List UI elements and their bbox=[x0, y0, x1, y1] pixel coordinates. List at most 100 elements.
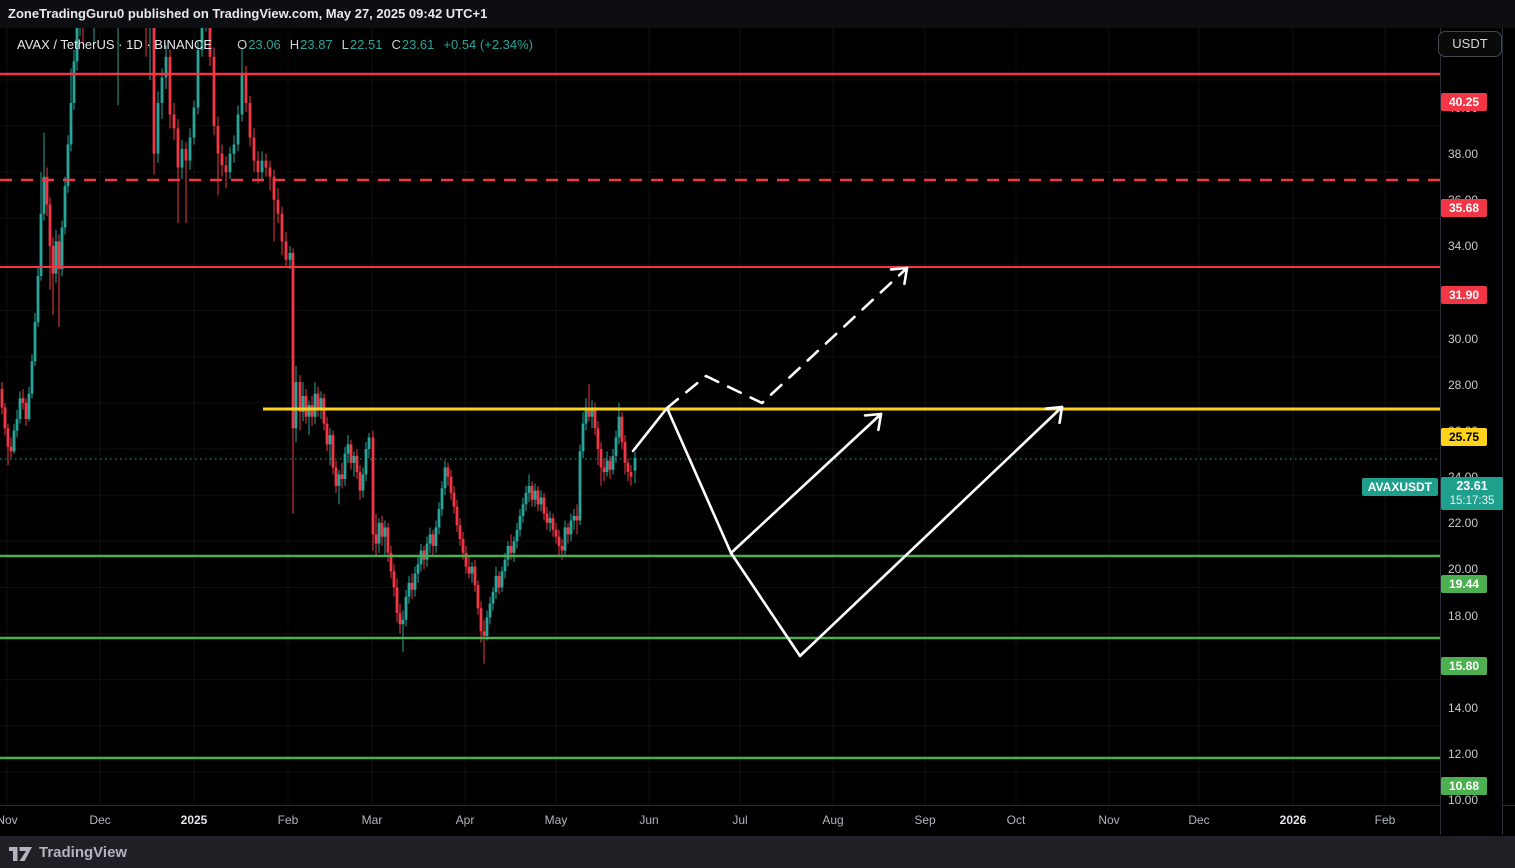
candle-body bbox=[346, 444, 350, 454]
candle-body bbox=[380, 522, 384, 537]
candle-body bbox=[168, 56, 172, 115]
candle-body bbox=[294, 382, 298, 429]
candle-body bbox=[355, 455, 359, 473]
time-tick-month-label: Dec bbox=[1188, 813, 1210, 827]
candle-body bbox=[280, 213, 284, 242]
projection-arrowhead bbox=[889, 266, 909, 271]
time-tick-month-label: Aug bbox=[822, 813, 844, 827]
candle-body bbox=[506, 545, 510, 560]
candle-body bbox=[316, 393, 320, 408]
candle-body bbox=[322, 398, 326, 424]
candle-body bbox=[260, 160, 264, 173]
open-value: 23.06 bbox=[248, 36, 281, 52]
open-label: O bbox=[237, 36, 248, 52]
candle-body bbox=[188, 137, 192, 161]
time-tick-month-label: Apr bbox=[455, 813, 475, 827]
candle-body bbox=[358, 472, 362, 491]
time-tick-month-label: Dec bbox=[89, 813, 111, 827]
candle-body bbox=[334, 467, 338, 486]
price-tick-label: 30.00 bbox=[1448, 332, 1479, 346]
candle-body bbox=[298, 382, 302, 413]
candle-body bbox=[21, 398, 25, 403]
tradingview-brand-link[interactable]: TradingView bbox=[39, 843, 128, 861]
candle-body bbox=[383, 527, 387, 537]
candle-body bbox=[596, 428, 600, 449]
candle-body bbox=[620, 416, 624, 443]
candle-body bbox=[184, 149, 188, 161]
candle-body bbox=[584, 409, 588, 424]
candle-body bbox=[244, 72, 248, 103]
candle-body bbox=[479, 608, 483, 632]
candle-body bbox=[248, 102, 252, 138]
candle-body bbox=[605, 460, 609, 473]
candle-body bbox=[392, 571, 396, 588]
price-tick-label: 14.00 bbox=[1448, 701, 1479, 715]
candle-body bbox=[626, 462, 630, 473]
candle-body bbox=[617, 416, 621, 438]
candle-body bbox=[12, 430, 16, 452]
candle-body bbox=[578, 451, 582, 521]
chart-plot-area[interactable] bbox=[0, 28, 1440, 805]
change-value: +0.54 (+2.34%) bbox=[443, 36, 534, 52]
candle-body bbox=[3, 407, 7, 429]
candle-countdown: 15:17:35 bbox=[1449, 495, 1495, 507]
candle-body bbox=[500, 571, 504, 588]
candle-body bbox=[288, 252, 292, 260]
projection-solid-path[interactable] bbox=[631, 406, 733, 555]
current-price-label: 23.61 15:17:35 bbox=[1441, 477, 1503, 510]
candle-body bbox=[515, 529, 519, 542]
candle-body bbox=[428, 534, 432, 544]
candle-body bbox=[476, 585, 480, 609]
candle-body bbox=[310, 405, 314, 417]
candle-body bbox=[236, 114, 240, 145]
currency-usdt-button[interactable]: USDT bbox=[1438, 31, 1502, 57]
candle-body bbox=[521, 504, 525, 516]
candle-body bbox=[200, 28, 204, 50]
candle-body bbox=[220, 153, 224, 166]
candle-body bbox=[398, 612, 402, 625]
candle-body bbox=[24, 402, 28, 420]
candle-body bbox=[461, 538, 465, 553]
candle-body bbox=[455, 506, 459, 526]
candle-body bbox=[593, 407, 597, 429]
high-value: 23.87 bbox=[300, 36, 333, 52]
candle-body bbox=[548, 518, 552, 523]
candle-body bbox=[272, 176, 276, 200]
close-value: 23.61 bbox=[401, 36, 435, 52]
candle-body bbox=[410, 582, 414, 590]
candle-body bbox=[611, 455, 615, 470]
candle-body bbox=[566, 527, 570, 535]
projection-solid-path[interactable] bbox=[729, 405, 1064, 658]
candle-body bbox=[536, 490, 540, 505]
candle-body bbox=[0, 389, 4, 408]
time-tick-month-label: Nov bbox=[0, 813, 18, 827]
price-level-label: 35.68 bbox=[1441, 199, 1487, 217]
candle-body bbox=[389, 552, 393, 572]
candle-body bbox=[623, 442, 627, 463]
candle-body bbox=[301, 395, 305, 413]
candle-body bbox=[509, 545, 513, 553]
candle-body bbox=[224, 165, 228, 173]
candle-body bbox=[6, 428, 10, 447]
candle-body bbox=[563, 527, 567, 551]
candle-body bbox=[482, 631, 486, 636]
candle-body bbox=[212, 56, 216, 127]
price-level-label: 25.75 bbox=[1441, 428, 1487, 446]
candle-body bbox=[587, 409, 591, 417]
time-scale-axis[interactable]: Nov Dec 2025 Feb Mar Apr May Jun Jul Aug Sep Oct Nov… bbox=[0, 805, 1515, 836]
candle-body bbox=[425, 543, 429, 560]
candle-body bbox=[602, 467, 606, 473]
candle-body bbox=[325, 423, 329, 445]
candle-body bbox=[172, 114, 176, 129]
candle-body bbox=[491, 592, 495, 604]
tradingview-footer: TradingView bbox=[0, 836, 1515, 868]
projection-dashed-path[interactable] bbox=[665, 266, 909, 410]
candle-body bbox=[156, 102, 160, 154]
candle-body bbox=[464, 552, 468, 567]
candle-body bbox=[228, 153, 232, 173]
time-tick-year-label: 2025 bbox=[180, 813, 208, 827]
price-scale-axis[interactable]: 40.0038.0036.0034.0032.0030.0028.0026.00… bbox=[1440, 28, 1503, 835]
projection-solid-path[interactable] bbox=[729, 412, 883, 555]
candle-body bbox=[497, 575, 501, 588]
candle-body bbox=[431, 534, 435, 546]
